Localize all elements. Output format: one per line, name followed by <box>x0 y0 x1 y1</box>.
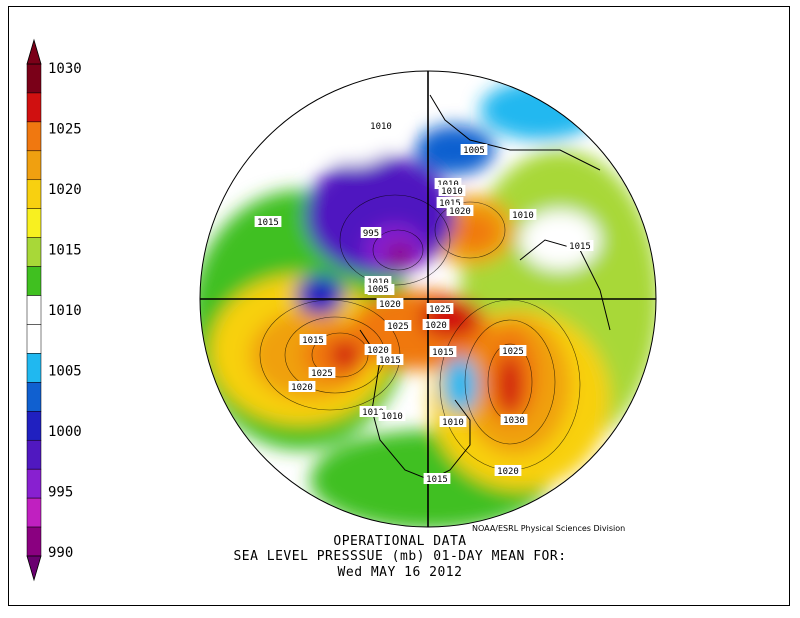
contour-label: 1010 <box>381 412 403 422</box>
colorbar-bottom-arrow <box>26 555 42 582</box>
colorbar-label: 1025 <box>48 122 82 138</box>
contour-label: 1015 <box>379 356 401 366</box>
contour-label: 1025 <box>429 305 451 315</box>
contour-label-bg <box>308 367 336 378</box>
contour-label: 1005 <box>463 146 485 156</box>
contour-label: 1025 <box>311 369 333 379</box>
colorbar-label: 1010 <box>48 303 82 319</box>
contour-label-bg <box>288 381 316 392</box>
contour-label: 1020 <box>379 300 401 310</box>
contour-label: 1015 <box>439 199 461 209</box>
contour-label: 1025 <box>387 322 409 332</box>
contour-label: 1015 <box>432 348 454 358</box>
contour-label: 1015 <box>302 336 324 346</box>
contour-label: 1015 <box>426 475 448 485</box>
contour-label-bg <box>299 334 327 345</box>
colorbar-label: 1005 <box>48 364 82 380</box>
contour-label: 1015 <box>569 242 591 252</box>
contour-label: 1010 <box>370 122 392 132</box>
contour-label-bg <box>254 216 282 227</box>
contour-label-bg <box>364 283 392 294</box>
contour-label-bg <box>429 346 457 357</box>
colorbar-label: 995 <box>48 485 73 501</box>
contour-label-bg <box>384 320 412 331</box>
title-line-1: OPERATIONAL DATA <box>333 534 467 549</box>
contour-label: 1010 <box>442 418 464 428</box>
contour-label-bg <box>438 185 466 196</box>
contour-label-bg <box>367 120 395 131</box>
contour-label-bg <box>566 240 594 251</box>
title-line-2: SEA LEVEL PRESSSUE (mb) 01-DAY MEAN FOR: <box>233 549 567 564</box>
contour-label-bg <box>378 410 406 421</box>
contour-label-bg <box>499 345 527 356</box>
contour-label-bg <box>376 354 404 365</box>
contour-label-bg <box>494 465 522 476</box>
contour-label: 1015 <box>257 218 279 228</box>
contour-label-bg <box>436 197 464 208</box>
figure-frame <box>8 6 790 606</box>
contour-label: 1020 <box>449 207 471 217</box>
contour-label-bg <box>500 414 528 425</box>
contour-label: 1020 <box>367 346 389 356</box>
contour-label: 1010 <box>441 187 463 197</box>
contour-label-bg <box>360 227 382 238</box>
contour-label-bg <box>446 205 474 216</box>
contour-label-bg <box>359 406 387 417</box>
contour-labels: 1010100510101010101510201010101510159951… <box>254 120 594 485</box>
contour-label-bg <box>460 144 488 155</box>
credit-text: NOAA/ESRL Physical Sciences Division <box>472 524 626 533</box>
contour-label-bg <box>434 178 462 189</box>
colorbar-labels: 1030 1025 1020 1015 1010 1005 1000 995 990 <box>48 61 82 561</box>
contour-label: 1020 <box>425 321 447 331</box>
contour-label-bg <box>364 276 392 287</box>
contour-label: 1020 <box>497 467 519 477</box>
contour-label-bg <box>422 319 450 330</box>
contour-label-bg <box>509 209 537 220</box>
contour-label: 1025 <box>502 347 524 357</box>
contour-label: 1010 <box>512 211 534 221</box>
colorbar-label: 1000 <box>48 424 82 440</box>
colorbar-label: 1015 <box>48 243 82 259</box>
contour-label: 1030 <box>503 416 525 426</box>
title-line-3: Wed MAY 16 2012 <box>337 565 463 580</box>
colorbar-swatches <box>26 63 42 557</box>
contour-label-bg <box>376 298 404 309</box>
contour-label: 1020 <box>291 383 313 393</box>
colorbar-label: 1030 <box>48 61 82 77</box>
colorbar-label: 990 <box>48 545 73 561</box>
contour-label: 1005 <box>367 285 389 295</box>
colorbar-label: 1020 <box>48 182 82 198</box>
contour-label: 1010 <box>362 408 384 418</box>
colorbar-top-arrow <box>26 38 42 65</box>
contour-label-bg <box>426 303 454 314</box>
contour-label-bg <box>439 416 467 427</box>
contour-label: 995 <box>363 229 379 239</box>
contour-label-bg <box>364 344 392 355</box>
contour-label-bg <box>423 473 451 484</box>
